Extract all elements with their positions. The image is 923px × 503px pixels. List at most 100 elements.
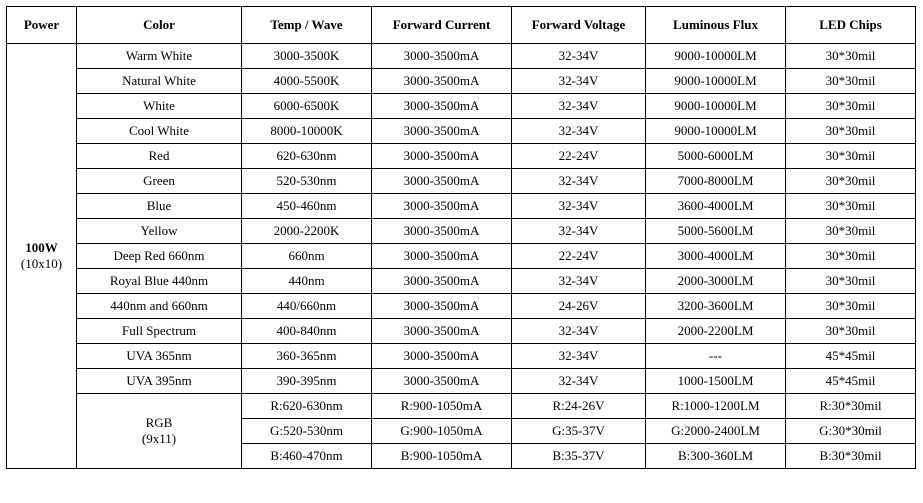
table-row: Full Spectrum400-840nm3000-3500mA32-34V2… bbox=[7, 319, 916, 344]
cell-fv: 32-34V bbox=[512, 94, 646, 119]
cell-color: Yellow bbox=[77, 219, 242, 244]
cell-lf: 9000-10000LM bbox=[646, 94, 786, 119]
cell-chip: 30*30mil bbox=[786, 44, 916, 69]
table-row: 440nm and 660nm440/660nm3000-3500mA24-26… bbox=[7, 294, 916, 319]
cell-lf: 1000-1500LM bbox=[646, 369, 786, 394]
led-spec-table: Power Color Temp / Wave Forward Current … bbox=[6, 6, 916, 469]
cell-temp: 440/660nm bbox=[242, 294, 372, 319]
cell-fv: 22-24V bbox=[512, 144, 646, 169]
cell-temp: 6000-6500K bbox=[242, 94, 372, 119]
cell-temp: 400-840nm bbox=[242, 319, 372, 344]
table-body: 100W(10x10)Warm White3000-3500K3000-3500… bbox=[7, 44, 916, 469]
cell-color: Warm White bbox=[77, 44, 242, 69]
cell-lf: B:300-360LM bbox=[646, 444, 786, 469]
table-row-rgb: RGB(9x11)R:620-630nmR:900-1050mAR:24-26V… bbox=[7, 394, 916, 419]
cell-temp: G:520-530nm bbox=[242, 419, 372, 444]
cell-fv: 32-34V bbox=[512, 369, 646, 394]
cell-color: Deep Red 660nm bbox=[77, 244, 242, 269]
cell-fv: 22-24V bbox=[512, 244, 646, 269]
cell-color: Cool White bbox=[77, 119, 242, 144]
table-row: Deep Red 660nm660nm3000-3500mA22-24V3000… bbox=[7, 244, 916, 269]
cell-chip: 30*30mil bbox=[786, 219, 916, 244]
cell-chip: 30*30mil bbox=[786, 244, 916, 269]
cell-lf: 2000-2200LM bbox=[646, 319, 786, 344]
cell-lf: 7000-8000LM bbox=[646, 169, 786, 194]
cell-fv: 32-34V bbox=[512, 344, 646, 369]
table-row: Green520-530nm3000-3500mA32-34V7000-8000… bbox=[7, 169, 916, 194]
cell-temp: 360-365nm bbox=[242, 344, 372, 369]
col-temp: Temp / Wave bbox=[242, 7, 372, 44]
table-row: Cool White8000-10000K3000-3500mA32-34V90… bbox=[7, 119, 916, 144]
cell-fc: 3000-3500mA bbox=[372, 119, 512, 144]
cell-chip: B:30*30mil bbox=[786, 444, 916, 469]
cell-temp: 2000-2200K bbox=[242, 219, 372, 244]
cell-color: 440nm and 660nm bbox=[77, 294, 242, 319]
table-row: White6000-6500K3000-3500mA32-34V9000-100… bbox=[7, 94, 916, 119]
cell-color: UVA 395nm bbox=[77, 369, 242, 394]
table-row: Natural White4000-5500K3000-3500mA32-34V… bbox=[7, 69, 916, 94]
cell-lf: 3000-4000LM bbox=[646, 244, 786, 269]
cell-fc: G:900-1050mA bbox=[372, 419, 512, 444]
cell-fc: 3000-3500mA bbox=[372, 269, 512, 294]
cell-fv: 32-34V bbox=[512, 169, 646, 194]
cell-color: White bbox=[77, 94, 242, 119]
cell-temp: 4000-5500K bbox=[242, 69, 372, 94]
cell-fv: 24-26V bbox=[512, 294, 646, 319]
cell-color: Natural White bbox=[77, 69, 242, 94]
cell-fv: B:35-37V bbox=[512, 444, 646, 469]
col-fv: Forward Voltage bbox=[512, 7, 646, 44]
table-row: Red620-630nm3000-3500mA22-24V5000-6000LM… bbox=[7, 144, 916, 169]
cell-fv: 32-34V bbox=[512, 194, 646, 219]
cell-color: Full Spectrum bbox=[77, 319, 242, 344]
cell-chip: 30*30mil bbox=[786, 194, 916, 219]
cell-lf: R:1000-1200LM bbox=[646, 394, 786, 419]
cell-fc: 3000-3500mA bbox=[372, 169, 512, 194]
cell-fv: 32-34V bbox=[512, 69, 646, 94]
cell-chip: 30*30mil bbox=[786, 119, 916, 144]
rgb-sub: (9x11) bbox=[79, 431, 239, 447]
cell-chip: 30*30mil bbox=[786, 144, 916, 169]
cell-fv: 32-34V bbox=[512, 269, 646, 294]
col-power: Power bbox=[7, 7, 77, 44]
cell-temp: 450-460nm bbox=[242, 194, 372, 219]
table-row: Yellow2000-2200K3000-3500mA32-34V5000-56… bbox=[7, 219, 916, 244]
table-row: Royal Blue 440nm440nm3000-3500mA32-34V20… bbox=[7, 269, 916, 294]
cell-temp: 3000-3500K bbox=[242, 44, 372, 69]
cell-chip: 30*30mil bbox=[786, 294, 916, 319]
cell-temp: 8000-10000K bbox=[242, 119, 372, 144]
col-color: Color bbox=[77, 7, 242, 44]
cell-fc: 3000-3500mA bbox=[372, 194, 512, 219]
cell-chip: R:30*30mil bbox=[786, 394, 916, 419]
cell-fc: 3000-3500mA bbox=[372, 94, 512, 119]
cell-color: UVA 365nm bbox=[77, 344, 242, 369]
cell-chip: 45*45mil bbox=[786, 369, 916, 394]
cell-temp: 440nm bbox=[242, 269, 372, 294]
cell-lf: 9000-10000LM bbox=[646, 44, 786, 69]
cell-fv: 32-34V bbox=[512, 319, 646, 344]
cell-chip: 45*45mil bbox=[786, 344, 916, 369]
cell-fc: 3000-3500mA bbox=[372, 219, 512, 244]
cell-lf: --- bbox=[646, 344, 786, 369]
table-row: Blue450-460nm3000-3500mA32-34V3600-4000L… bbox=[7, 194, 916, 219]
col-chip: LED Chips bbox=[786, 7, 916, 44]
cell-lf: 5000-6000LM bbox=[646, 144, 786, 169]
cell-chip: 30*30mil bbox=[786, 69, 916, 94]
cell-lf: 3200-3600LM bbox=[646, 294, 786, 319]
cell-temp: 620-630nm bbox=[242, 144, 372, 169]
cell-temp: 520-530nm bbox=[242, 169, 372, 194]
col-lf: Luminous Flux bbox=[646, 7, 786, 44]
cell-temp: 390-395nm bbox=[242, 369, 372, 394]
cell-fv: 32-34V bbox=[512, 44, 646, 69]
cell-fc: R:900-1050mA bbox=[372, 394, 512, 419]
cell-lf: 3600-4000LM bbox=[646, 194, 786, 219]
cell-color: Royal Blue 440nm bbox=[77, 269, 242, 294]
cell-lf: 9000-10000LM bbox=[646, 69, 786, 94]
cell-fc: 3000-3500mA bbox=[372, 319, 512, 344]
power-label: 100W bbox=[9, 240, 74, 256]
cell-fc: 3000-3500mA bbox=[372, 294, 512, 319]
power-sub: (10x10) bbox=[9, 256, 74, 272]
cell-fv: 32-34V bbox=[512, 219, 646, 244]
cell-lf: 2000-3000LM bbox=[646, 269, 786, 294]
table-row: 100W(10x10)Warm White3000-3500K3000-3500… bbox=[7, 44, 916, 69]
table-row: UVA 365nm360-365nm3000-3500mA32-34V---45… bbox=[7, 344, 916, 369]
